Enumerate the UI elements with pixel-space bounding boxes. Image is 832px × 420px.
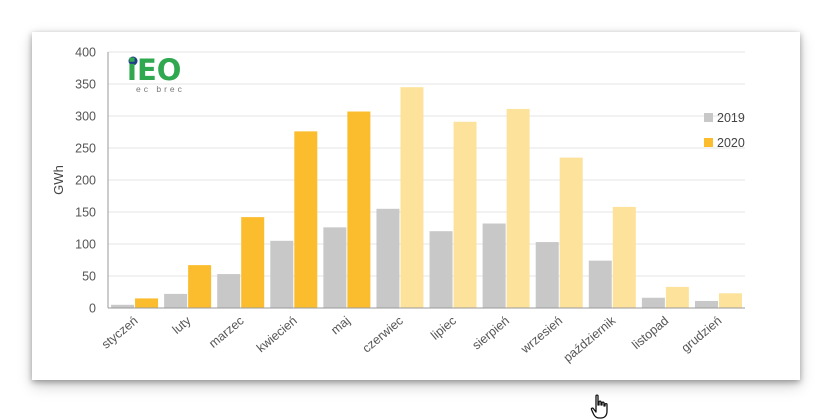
chart-card: 0 50 100 150 200 250 300 350 400 styczeń luty marz…: [32, 32, 800, 419]
y-tick-label: 400: [75, 46, 96, 60]
logo-subtitle: ec brec: [136, 84, 185, 94]
x-tick-label: czerwiec: [360, 314, 406, 356]
logo-mark: iEO: [127, 53, 181, 87]
x-tick-label: listopad: [629, 314, 671, 352]
y-tick-label: 300: [75, 110, 96, 124]
bar-2019: [111, 304, 135, 308]
logo: iEO ec brec: [127, 53, 185, 94]
x-tick-label: sierpień: [470, 314, 513, 353]
bar-2020: [241, 217, 265, 308]
bar-2020: [347, 111, 371, 309]
y-tick-label: 250: [75, 142, 96, 156]
bar-2019: [164, 293, 188, 308]
x-tick-label: maj: [328, 314, 352, 338]
y-axis-label: GWh: [51, 165, 66, 195]
bar-2019: [588, 260, 612, 308]
bar-2019: [694, 300, 718, 308]
x-tick-label: kwiecień: [254, 314, 300, 356]
bar-2020: [453, 121, 477, 308]
bar-2019: [429, 231, 453, 308]
legend-swatch-2020: [704, 138, 713, 147]
legend-label-2019: 2019: [717, 111, 745, 125]
y-tick-label: 0: [89, 302, 96, 316]
bar-2020: [718, 293, 742, 308]
bar-chart: 0 50 100 150 200 250 300 350 400 styczeń luty marz…: [51, 46, 745, 365]
bar-2020: [559, 157, 583, 308]
bar-2019: [323, 227, 347, 308]
bar-2019: [217, 274, 241, 308]
bar-2020: [665, 286, 689, 308]
y-tick-labels: 0 50 100 150 200 250 300 350 400: [75, 46, 96, 316]
x-tick-label: październik: [561, 313, 619, 365]
legend-label-2020: 2020: [717, 136, 745, 150]
bars: [111, 87, 742, 309]
y-tick-label: 50: [82, 270, 96, 284]
bar-2020: [400, 87, 424, 308]
bar-2020: [294, 131, 318, 308]
bar-2020: [188, 265, 212, 308]
hand-pointer-icon: [590, 394, 608, 419]
x-tick-label: grudzień: [679, 314, 725, 356]
logo-dot: [128, 56, 138, 66]
y-tick-label: 100: [75, 238, 96, 252]
bar-2020: [135, 298, 159, 308]
x-tick-labels: styczeń luty marzec kwiecień maj czerwiec lipi…: [99, 313, 724, 365]
x-tick-label: lipiec: [428, 314, 459, 343]
y-tick-label: 200: [75, 174, 96, 188]
bar-2020: [506, 108, 530, 309]
bar-2019: [376, 208, 400, 308]
bar-2019: [482, 223, 506, 308]
bar-2019: [641, 297, 665, 308]
axes: [107, 52, 745, 309]
x-tick-label: luty: [170, 313, 194, 337]
y-tick-label: 150: [75, 206, 96, 220]
x-tick-label: wrzesień: [518, 314, 566, 357]
x-tick-label: marzec: [206, 314, 246, 351]
legend: 2019 2020: [704, 111, 745, 150]
bar-2019: [270, 240, 294, 308]
bar-2019: [535, 242, 559, 308]
y-tick-label: 350: [75, 78, 96, 92]
gridlines: [108, 51, 745, 277]
bar-2020: [612, 206, 636, 308]
legend-swatch-2019: [704, 113, 713, 122]
x-tick-label: styczeń: [99, 314, 140, 352]
